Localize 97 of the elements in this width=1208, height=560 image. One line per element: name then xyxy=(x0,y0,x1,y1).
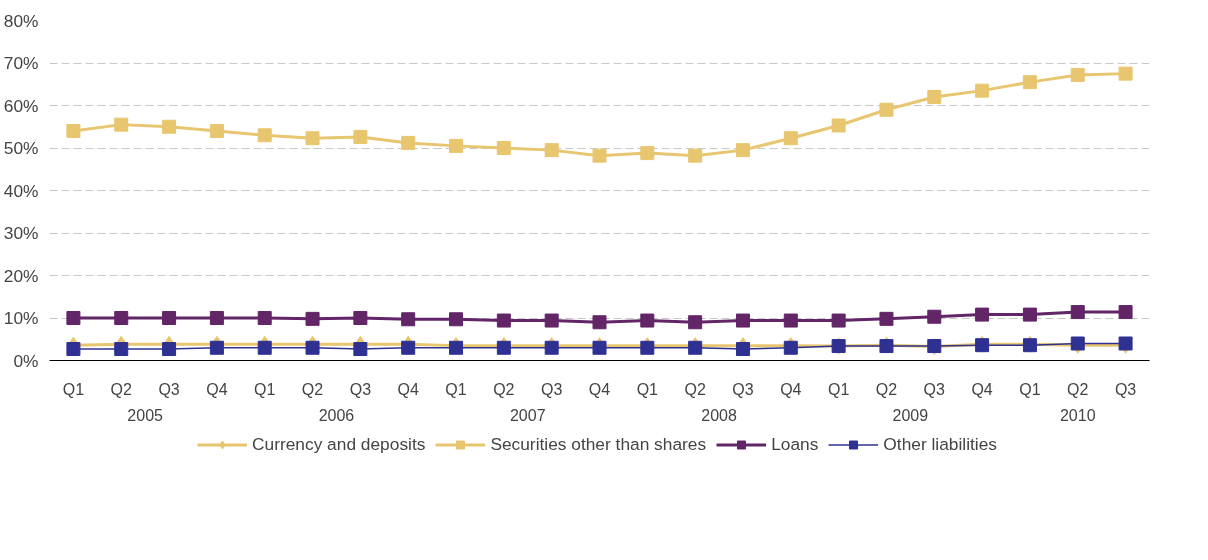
point xyxy=(879,311,894,326)
y-tick-label: 10% xyxy=(3,308,39,328)
point xyxy=(640,146,655,161)
point xyxy=(688,148,703,163)
point xyxy=(592,315,607,330)
text: 2007 xyxy=(509,406,546,424)
point xyxy=(114,311,129,325)
x-tick-label: Q2 xyxy=(493,380,515,398)
point xyxy=(449,312,464,327)
point xyxy=(927,90,942,104)
legend-label: Currency and deposits xyxy=(252,433,426,455)
point xyxy=(66,311,81,325)
text: 2005 xyxy=(127,406,164,424)
point xyxy=(879,102,894,117)
point xyxy=(975,83,990,98)
point xyxy=(927,309,942,324)
y-tick-label: 80% xyxy=(3,10,39,31)
x-tick-label: Q4 xyxy=(780,380,802,398)
x-tick-label: Q2 xyxy=(684,380,706,398)
point xyxy=(305,131,320,146)
point xyxy=(496,141,511,155)
y-tick-label: 70% xyxy=(3,53,39,73)
point xyxy=(592,148,607,163)
point xyxy=(1118,305,1133,320)
x-tick-label: Q2 xyxy=(875,380,898,398)
point xyxy=(544,143,559,158)
legend-label: Securities other than shares xyxy=(490,433,707,455)
point xyxy=(257,311,272,325)
point xyxy=(162,311,177,325)
point xyxy=(688,315,703,330)
point xyxy=(209,311,224,325)
point xyxy=(449,138,464,153)
x-tick-label: Q4 xyxy=(206,380,228,398)
x-tick-label: Q4 xyxy=(971,380,993,398)
point xyxy=(783,131,798,146)
x-tick-label: Q1 xyxy=(1019,380,1041,398)
point xyxy=(305,311,320,326)
text: 2008 xyxy=(701,406,737,424)
point xyxy=(735,342,750,357)
point xyxy=(640,313,655,328)
point xyxy=(353,342,368,357)
point xyxy=(209,124,224,138)
x-tick-label: Q3 xyxy=(1114,380,1137,398)
point xyxy=(162,119,177,134)
point xyxy=(114,117,129,132)
point xyxy=(735,313,750,328)
point xyxy=(496,313,511,328)
point xyxy=(1118,66,1133,81)
x-tick-label: Q1 xyxy=(827,380,850,398)
point xyxy=(257,128,272,143)
x-tick-label: Q1 xyxy=(254,380,276,398)
point xyxy=(401,312,416,327)
text: 2010 xyxy=(1059,406,1096,424)
x-tick-label: Q1 xyxy=(636,380,659,398)
point xyxy=(305,340,320,355)
point xyxy=(1070,67,1085,82)
y-tick-label: 30% xyxy=(3,223,39,243)
point xyxy=(735,143,750,158)
y-tick-label: 40% xyxy=(3,180,39,201)
y-tick-label: 50% xyxy=(3,138,39,158)
y-tick-label: 20% xyxy=(3,265,39,286)
point xyxy=(257,340,272,355)
x-tick-label: Q4 xyxy=(588,380,611,398)
point xyxy=(353,311,368,325)
point xyxy=(401,135,416,150)
x-tick-label: Q3 xyxy=(349,380,372,398)
point xyxy=(162,342,177,357)
point xyxy=(783,313,798,328)
text: 2006 xyxy=(318,406,355,424)
y-tick-label: 0% xyxy=(13,350,39,371)
point xyxy=(975,307,990,322)
x-tick-label: Q3 xyxy=(732,380,754,398)
point xyxy=(831,313,846,328)
x-tick-label: Q4 xyxy=(397,380,419,398)
legend-label: Loans xyxy=(771,433,819,455)
x-tick-label: Q3 xyxy=(158,380,180,398)
point xyxy=(66,342,81,357)
point xyxy=(544,313,559,328)
x-tick-label: Q1 xyxy=(445,380,467,398)
legend-label: Other liabilities xyxy=(883,433,997,455)
point xyxy=(1022,307,1037,322)
point xyxy=(66,124,81,138)
point xyxy=(209,340,224,355)
x-tick-label: Q3 xyxy=(923,380,946,398)
text: 2009 xyxy=(892,406,929,424)
x-tick-label: Q2 xyxy=(301,380,324,398)
point xyxy=(353,129,368,144)
x-tick-label: Q2 xyxy=(110,380,133,398)
point xyxy=(1070,305,1085,320)
point xyxy=(831,118,846,133)
x-tick-label: Q1 xyxy=(62,380,85,398)
point xyxy=(401,340,416,355)
point xyxy=(114,342,129,357)
point xyxy=(1022,75,1037,90)
x-tick-label: Q2 xyxy=(1067,380,1089,398)
y-tick-label: 60% xyxy=(3,95,39,116)
x-tick-label: Q3 xyxy=(541,380,563,398)
